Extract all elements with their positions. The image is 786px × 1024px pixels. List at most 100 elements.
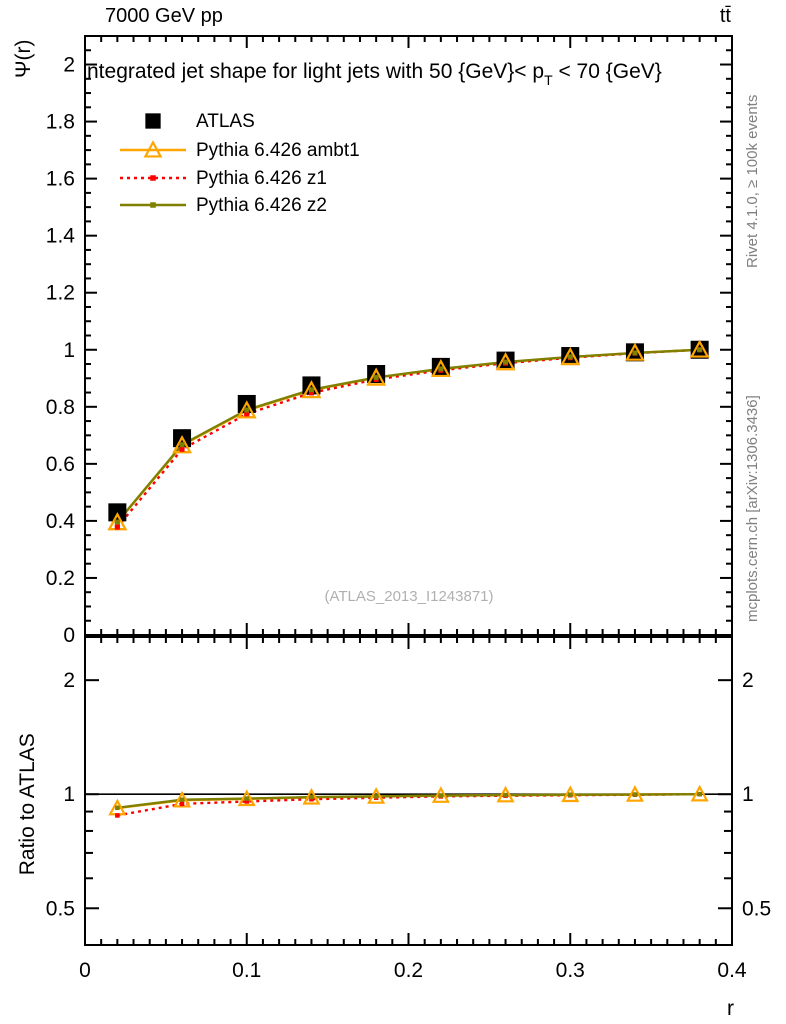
series-marker-Pythia-6-426-z1 (308, 390, 314, 396)
legend-item-Pythia-6-426-z1[interactable]: Pythia 6.426 z1 (120, 168, 327, 189)
series-marker-Pythia-6-426-ambt1 (172, 435, 192, 454)
series-marker-Pythia-6-426-z2 (567, 354, 573, 360)
series-marker-Pythia-6-426-z2 (503, 359, 509, 365)
series-marker-Pythia-6-426-z2 (244, 407, 250, 413)
legend-marker-square (145, 113, 161, 129)
xaxis-title: r (727, 997, 734, 1020)
main-frame (84, 35, 733, 636)
ratio-ytick-label-right: 1 (742, 783, 754, 806)
legend-marker-triangle (143, 140, 163, 158)
rivet-version-label: Rivet 4.1.0, ≥ 100k events (744, 95, 761, 268)
ratio-marker-Pythia-6-426-ambt1 (496, 785, 515, 803)
legend-label: ATLAS (196, 111, 255, 132)
series-marker-Pythia-6-426-z2 (179, 442, 185, 448)
series-marker-Pythia-6-426-z2 (373, 374, 379, 380)
legend-item-ATLAS[interactable]: ATLAS (145, 111, 255, 132)
series-marker-Pythia-6-426-z2 (114, 519, 120, 525)
series-marker-Pythia-6-426-z2 (632, 350, 638, 356)
ratio-marker-Pythia-6-426-z1 (244, 799, 249, 804)
series-marker-Pythia-6-426-z2 (697, 347, 703, 353)
ratio-marker-Pythia-6-426-z1 (115, 813, 120, 818)
series-marker-Pythia-6-426-z1 (179, 446, 185, 452)
ratio-ytick-label-right: 0.5 (742, 897, 771, 920)
ratio-ytick-label-left: 2 (63, 669, 75, 692)
ratio-marker-Pythia-6-426-ambt1 (625, 785, 644, 802)
legend-label: Pythia 6.426 z1 (196, 168, 327, 189)
main-yaxis-title: Ψ(r) (12, 39, 35, 78)
beam-energy-label: 7000 GeV pp (105, 5, 223, 27)
main-ytick-label: 1.2 (46, 282, 75, 305)
ratio-ytick-label-right: 2 (742, 669, 754, 692)
ratio-panel: 0 0.1 0.2 0.3 0.4 r 0.5 0.5 1 1 2 2 Ratio to ATLAS (16, 636, 771, 1020)
ratio-xtick-label: 0 (79, 959, 91, 982)
ratio-marker-Pythia-6-426-ambt1 (431, 786, 450, 803)
main-ytick-label: 1.4 (46, 225, 76, 248)
legend-item-Pythia-6-426-ambt1[interactable]: Pythia 6.426 ambt1 (120, 140, 360, 161)
legend-item-Pythia-6-426-z2[interactable]: Pythia 6.426 z2 (120, 195, 327, 216)
ratio-data (108, 784, 709, 818)
series-marker-Pythia-6-426-ambt1 (560, 346, 581, 366)
ratio-line-Pythia-6-426-z2 (117, 793, 700, 809)
dataset-watermark: (ATLAS_2013_I1243871) (324, 588, 493, 605)
ratio-marker-Pythia-6-426-ambt1 (237, 789, 256, 807)
ratio-xtick-label: 0.4 (717, 959, 747, 982)
ratio-line-Pythia-6-426-z1 (117, 793, 700, 817)
series-marker-Pythia-6-426-z1 (114, 524, 120, 530)
ratio-marker-Pythia-6-426-z2 (697, 791, 702, 797)
ratio-yaxis-title: Ratio to ATLAS (16, 733, 39, 875)
ratio-xtick-label: 0.3 (556, 959, 585, 982)
header-row: 7000 GeV pp tt̄ (105, 5, 731, 27)
ratio-marker-Pythia-6-426-z2 (309, 794, 314, 800)
ratio-xtick-label: 0.1 (232, 959, 261, 982)
ratio-marker-Pythia-6-426-z1 (179, 801, 185, 807)
plot-title-text: ntegrated jet shape for light jets with … (87, 60, 662, 88)
main-ytick-label: 1.8 (46, 111, 75, 134)
ratio-marker-Pythia-6-426-z2 (632, 792, 638, 797)
ratio-marker-Pythia-6-426-ambt1 (367, 787, 386, 804)
series-marker-Pythia-6-426-ambt1 (431, 358, 451, 378)
main-panel: 0 0.2 0.4 0.6 0.8 1 1.2 1.4 1.6 1.8 2 Ψ(r) (ATLAS_20… (12, 35, 733, 647)
legend-label: Pythia 6.426 z2 (196, 195, 327, 216)
ratio-marker-Pythia-6-426-z2 (568, 792, 573, 797)
legend: ATLAS Pythia 6.426 ambt1 Pythia 6.426 z1 Py… (120, 111, 360, 216)
side-annotations: Rivet 4.1.0, ≥ 100k events mcplots.cern.c… (744, 95, 761, 622)
series-marker-Pythia-6-426-ambt1 (301, 379, 322, 399)
series-marker-Pythia-6-426-z2 (438, 366, 444, 372)
ratio-ytick-label-left: 0.5 (46, 897, 75, 920)
main-ytick-label: 0 (63, 624, 75, 647)
ratio-marker-Pythia-6-426-z2 (244, 796, 249, 801)
ratio-xtick-label: 0.2 (394, 959, 423, 982)
main-ytick-label: 0.8 (46, 396, 75, 419)
series-line-Pythia-6-426-z1 (116, 348, 700, 528)
series-marker-Pythia-6-426-ambt1 (625, 342, 645, 361)
series-marker-Pythia-6-426-z1 (244, 411, 250, 417)
main-ytick-label: 0.6 (46, 453, 75, 476)
series-marker-Pythia-6-426-ambt1 (689, 339, 710, 358)
ratio-marker-Pythia-6-426-z2 (115, 805, 120, 811)
series-marker-Pythia-6-426-ambt1 (366, 367, 386, 386)
series-marker-Pythia-6-426-ambt1 (236, 400, 257, 419)
ratio-marker-Pythia-6-426-ambt1 (173, 790, 192, 808)
series-line-Pythia-6-426-z2 (116, 348, 700, 523)
ratio-marker-Pythia-6-426-ambt1 (690, 784, 709, 802)
ratio-marker-Pythia-6-426-ambt1 (561, 785, 580, 803)
ratio-marker-Pythia-6-426-z2 (438, 793, 444, 798)
main-ytick-label: 1.6 (46, 168, 75, 191)
ratio-marker-Pythia-6-426-ambt1 (302, 787, 321, 805)
plot-title: ntegrated jet shape for light jets with … (87, 60, 662, 88)
main-data (107, 339, 710, 531)
series-marker-Pythia-6-426-z2 (308, 387, 314, 393)
main-ytick-label: 0.2 (46, 567, 75, 590)
series-marker-Pythia-6-426-ambt1 (495, 351, 516, 371)
legend-marker-point (150, 175, 156, 181)
main-ytick-label: 2 (63, 54, 75, 77)
mcplots-reference-label: mcplots.cern.ch [arXiv:1306.3436] (744, 395, 761, 622)
main-ytick-label: 1 (63, 339, 75, 362)
ratio-ytick-label-left: 1 (63, 783, 75, 806)
legend-label: Pythia 6.426 ambt1 (196, 140, 360, 161)
ratio-marker-Pythia-6-426-z2 (373, 794, 379, 799)
main-ytick-label: 0.4 (46, 510, 76, 533)
legend-marker-point (150, 202, 156, 208)
